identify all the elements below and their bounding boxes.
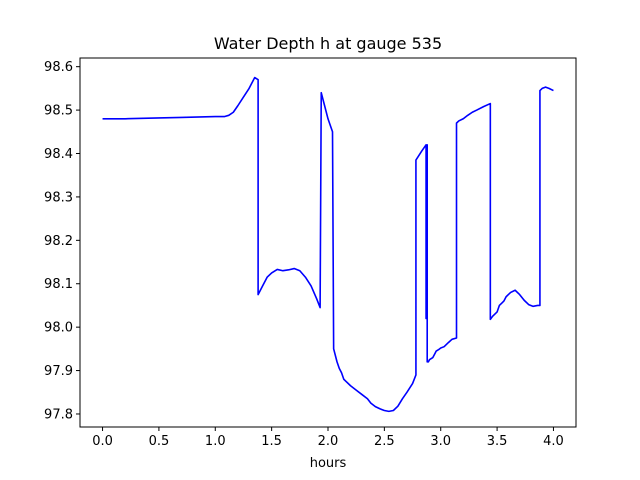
x-axis: 0.0 0.5 1.0 1.5 2.0 2.5 3.0 3.5 4.0 <box>92 427 564 449</box>
x-tick-label: 1.5 <box>261 434 282 449</box>
x-axis-label: hours <box>310 456 347 471</box>
y-tick-label: 97.8 <box>44 407 73 422</box>
chart-title: Water Depth h at gauge 535 <box>214 34 442 53</box>
series-layer <box>102 76 554 413</box>
x-tick-label: 0.5 <box>149 434 170 449</box>
y-tick-label: 98.0 <box>44 321 73 336</box>
y-tick-label: 98.2 <box>44 234 73 249</box>
x-tick-label: 4.0 <box>543 434 564 449</box>
x-tick-label: 0.0 <box>92 434 113 449</box>
y-tick-label: 98.6 <box>44 60 73 75</box>
series-line <box>102 76 554 413</box>
y-axis: 97.8 97.9 98.0 98.1 98.2 98.3 98.4 98.5 98.6 <box>44 60 80 422</box>
y-tick-label: 98.3 <box>44 190 73 205</box>
x-tick-label: 3.0 <box>430 434 451 449</box>
x-tick-label: 2.5 <box>374 434 395 449</box>
x-tick-label: 1.0 <box>205 434 226 449</box>
x-tick-label: 2.0 <box>318 434 339 449</box>
y-tick-label: 98.1 <box>44 277 73 292</box>
y-tick-label: 98.4 <box>44 147 73 162</box>
x-tick-label: 3.5 <box>487 434 508 449</box>
y-tick-label: 97.9 <box>44 364 73 379</box>
y-tick-label: 98.5 <box>44 104 73 119</box>
